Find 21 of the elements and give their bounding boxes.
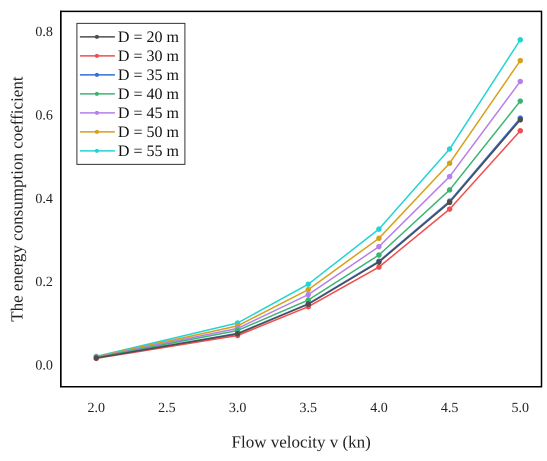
legend-label: D = 20 m <box>118 29 180 46</box>
y-axis-title: The energy consumption coefficient <box>8 76 27 322</box>
x-tick-label: 4.0 <box>370 400 388 416</box>
legend-label: D = 40 m <box>118 86 180 104</box>
x-tick-label: 2.0 <box>87 400 105 416</box>
x-axis-title: Flow velocity v (kn) <box>232 432 371 452</box>
x-tick-label: 4.5 <box>440 400 458 416</box>
legend-label: D = 45 m <box>118 105 180 122</box>
x-tick-label: 3.5 <box>300 400 318 416</box>
x-tick-label: 3.0 <box>228 400 246 416</box>
legend-label: D = 35 m <box>118 67 180 84</box>
y-tick-label: 0.6 <box>35 108 53 124</box>
x-tick-label: 5.0 <box>512 400 530 416</box>
y-tick-label: 0.8 <box>35 24 53 40</box>
x-tick-label: 2.5 <box>158 400 176 416</box>
y-tick-label: 0.4 <box>35 192 53 207</box>
legend-label: D = 55 m <box>118 143 180 160</box>
y-tick-label: 0.2 <box>35 275 53 290</box>
y-tick-label: 0.0 <box>35 358 53 374</box>
legend-label: D = 50 m <box>118 124 180 142</box>
legend-label: D = 30 m <box>118 48 180 66</box>
